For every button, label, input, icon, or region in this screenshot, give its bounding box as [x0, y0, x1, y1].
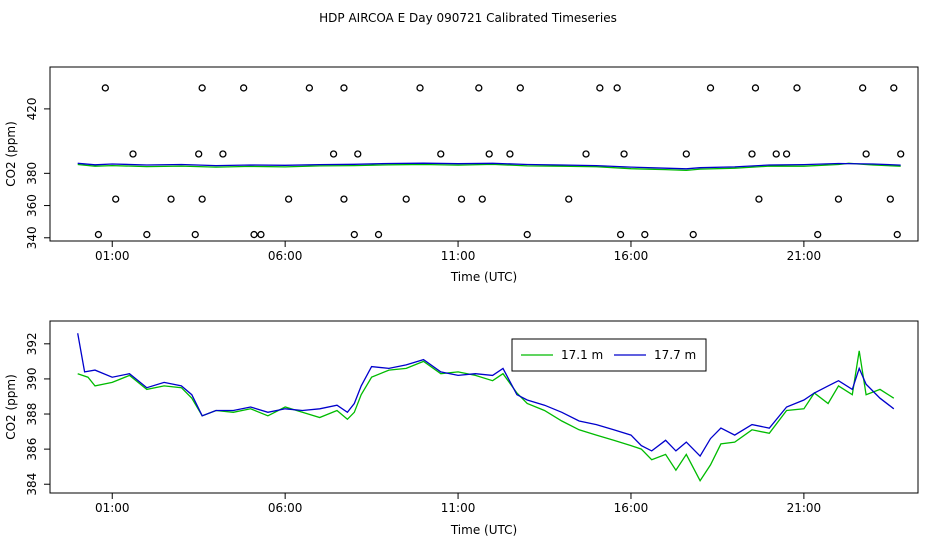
top-x-tick-label: 01:00	[95, 249, 130, 263]
top-data-point	[240, 84, 248, 92]
top-data-point	[129, 150, 137, 158]
bottom-y-tick-label: 388	[25, 403, 39, 426]
top-data-point	[101, 84, 109, 92]
top-data-point	[198, 195, 206, 203]
top-y-tick-label: 340	[25, 226, 39, 249]
top-data-point	[565, 195, 573, 203]
top-data-point	[755, 195, 763, 203]
top-data-point	[219, 150, 227, 158]
bottom-x-tick-label: 16:00	[614, 501, 649, 515]
top-data-point	[862, 150, 870, 158]
bottom-y-tick-label: 392	[25, 332, 39, 355]
top-data-point	[596, 84, 604, 92]
top-x-tick-label: 16:00	[614, 249, 649, 263]
top-data-point	[350, 230, 358, 239]
top-data-point	[354, 150, 362, 158]
bottom-y-tick-label: 386	[25, 438, 39, 461]
panel-top-frame	[49, 66, 919, 242]
panel-top-marks	[77, 84, 905, 239]
panel-top-y-label: CO2 (ppm)	[4, 121, 18, 187]
top-x-tick-label: 11:00	[441, 249, 476, 263]
panel-bottom-frame	[49, 320, 919, 494]
top-data-point	[112, 195, 120, 203]
panel-top-y-axis: 340 360 380 420	[25, 97, 50, 249]
top-data-point	[516, 84, 524, 92]
top-data-point	[457, 195, 466, 203]
bottom-y-tick-label: 384	[25, 473, 39, 496]
top-x-tick-label: 06:00	[268, 249, 303, 263]
top-data-point	[94, 230, 103, 239]
top-data-point	[250, 230, 258, 239]
top-data-point	[616, 230, 625, 239]
figure-title: HDP AIRCOA E Day 090721 Calibrated Times…	[319, 11, 617, 25]
top-data-point	[195, 150, 203, 158]
top-data-point	[167, 195, 175, 203]
legend: 17.1 m 17.7 m	[511, 338, 707, 372]
bottom-x-tick-label: 21:00	[787, 501, 822, 515]
top-data-point	[340, 195, 348, 203]
top-data-point	[475, 84, 483, 92]
top-data-point	[340, 84, 348, 92]
top-data-point	[506, 150, 514, 158]
bottom-x-tick-label: 06:00	[268, 501, 303, 515]
top-data-point	[613, 84, 621, 92]
top-series-line-1	[77, 162, 901, 170]
top-data-point	[416, 84, 424, 92]
top-data-point	[890, 84, 898, 92]
top-data-point	[198, 84, 206, 92]
panel-bottom: 01:00 06:00 11:00 16:00 21:00 384 386 388 390 39…	[4, 320, 919, 537]
bottom-series-line-1	[77, 333, 895, 458]
top-data-point	[859, 84, 867, 92]
legend-label-17-1m: 17.1 m	[561, 348, 603, 362]
top-x-tick-label: 21:00	[787, 249, 822, 263]
top-data-point	[706, 84, 715, 92]
bottom-x-tick-label: 11:00	[441, 501, 476, 515]
panel-bottom-x-label: Time (UTC)	[450, 523, 517, 537]
top-data-point	[257, 230, 265, 239]
panel-top: 01:00 06:00 11:00 16:00 21:00 340 360 380 420 T…	[4, 66, 919, 284]
top-data-point	[284, 195, 293, 203]
top-y-tick-label: 420	[25, 97, 39, 120]
panel-bottom-x-axis: 01:00 06:00 11:00 16:00 21:00	[95, 493, 821, 515]
top-data-point	[834, 195, 843, 203]
top-data-point	[402, 195, 410, 203]
bottom-x-tick-label: 01:00	[95, 501, 130, 515]
top-data-point	[897, 150, 905, 158]
top-data-point	[793, 84, 801, 92]
panel-bottom-y-axis: 384 386 388 390 392	[25, 332, 50, 496]
top-data-point	[523, 230, 531, 239]
top-data-point	[191, 230, 199, 239]
top-data-point	[751, 84, 760, 92]
panel-top-x-label: Time (UTC)	[450, 270, 517, 284]
top-data-point	[143, 230, 151, 239]
top-data-point	[689, 230, 697, 239]
top-y-tick-label: 380	[25, 162, 39, 185]
top-data-point	[682, 150, 690, 158]
panel-top-x-axis: 01:00 06:00 11:00 16:00 21:00	[95, 241, 821, 263]
panel-bottom-marks	[77, 333, 895, 482]
top-data-point	[772, 150, 780, 158]
top-y-tick-label: 360	[25, 194, 39, 217]
top-data-point	[886, 195, 894, 203]
top-data-point	[329, 150, 338, 158]
top-data-point	[305, 84, 314, 92]
top-data-point	[620, 150, 628, 158]
bottom-y-tick-label: 390	[25, 367, 39, 390]
top-data-point	[374, 230, 383, 239]
top-data-point	[437, 150, 445, 158]
top-data-point	[748, 150, 756, 158]
top-data-point	[814, 230, 822, 239]
top-data-point	[485, 150, 493, 158]
top-data-point	[582, 150, 590, 158]
top-data-point	[478, 195, 486, 203]
legend-label-17-7m: 17.7 m	[654, 348, 696, 362]
top-data-point	[893, 230, 901, 239]
panel-bottom-y-label: CO2 (ppm)	[4, 374, 18, 440]
top-data-point	[782, 150, 791, 158]
top-data-point	[641, 230, 649, 239]
top-series-line-0	[77, 162, 901, 172]
